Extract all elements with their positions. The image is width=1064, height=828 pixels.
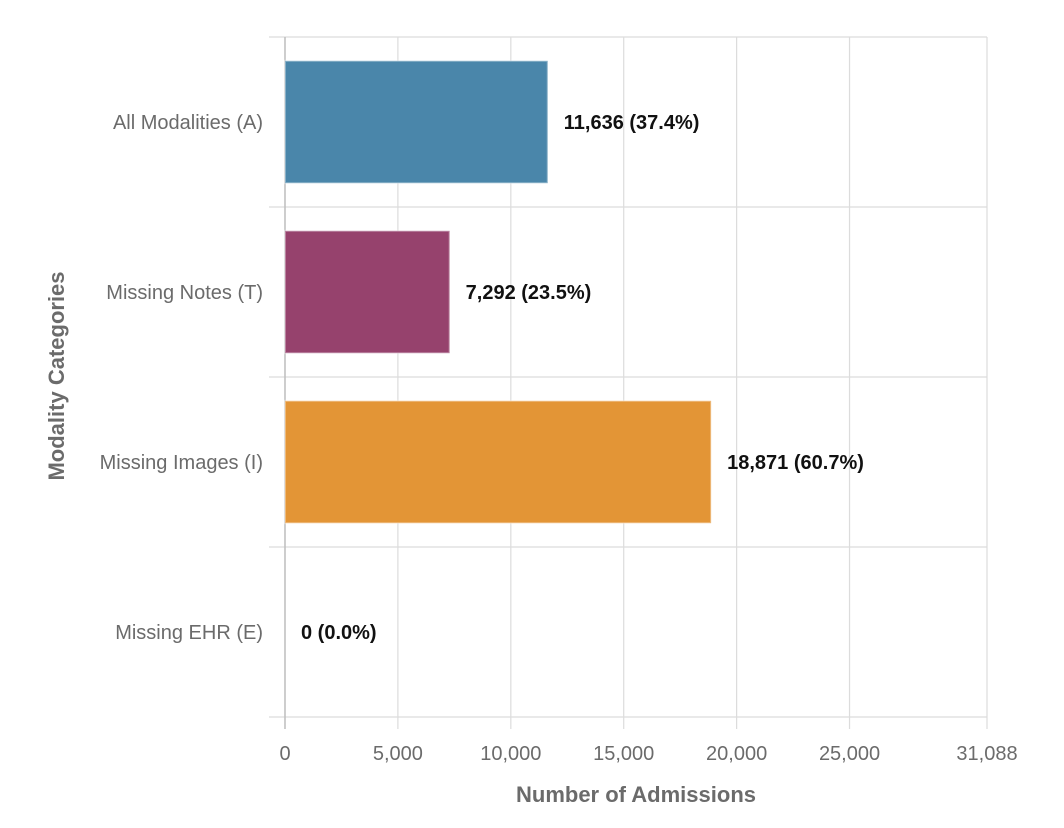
category-labels: All Modalities (A) Missing Notes (T) Missi…: [100, 112, 263, 644]
category-label: All Modalities (A): [113, 112, 263, 134]
data-label: 18,871 (60.7%): [727, 452, 864, 474]
x-tick-label: 5,000: [373, 743, 423, 765]
x-tick-label: 0: [279, 743, 290, 765]
bar: [284, 399, 713, 525]
data-labels: 11,636 (37.4%) 7,292 (23.5%) 18,871 (60.7%…: [301, 112, 864, 644]
data-label: 0 (0.0%): [301, 622, 377, 644]
category-label: Missing Notes (T): [106, 282, 263, 304]
bars: [284, 59, 713, 525]
x-tick-label: 10,000: [480, 743, 541, 765]
x-tick-label: 15,000: [593, 743, 654, 765]
x-axis-title: Number of Admissions: [516, 782, 756, 807]
x-tick-label: 31,088: [956, 743, 1017, 765]
category-label: Missing Images (I): [100, 452, 263, 474]
x-tick-label: 20,000: [706, 743, 767, 765]
bar: [284, 229, 451, 355]
y-axis-title: Modality Categories: [44, 271, 69, 480]
x-tick-labels: 0 5,000 10,000 15,000 20,000 25,000 31,088: [279, 743, 1017, 765]
data-label: 7,292 (23.5%): [466, 282, 592, 304]
data-label: 11,636 (37.4%): [564, 112, 700, 134]
x-tick-label: 25,000: [819, 743, 880, 765]
bar: [284, 59, 549, 185]
category-label: Missing EHR (E): [115, 622, 263, 644]
